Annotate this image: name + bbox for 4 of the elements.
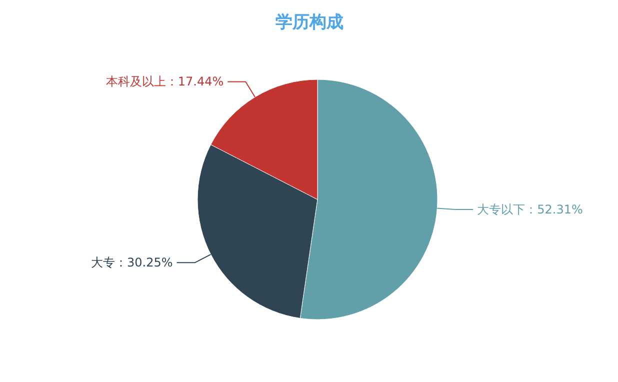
chart-title: 学历构成 [276, 12, 344, 32]
slice-label: 本科及以上：17.44% [106, 74, 224, 89]
slice-label: 大专以下：52.31% [477, 202, 583, 217]
slice-label: 大专：30.25% [91, 256, 173, 270]
